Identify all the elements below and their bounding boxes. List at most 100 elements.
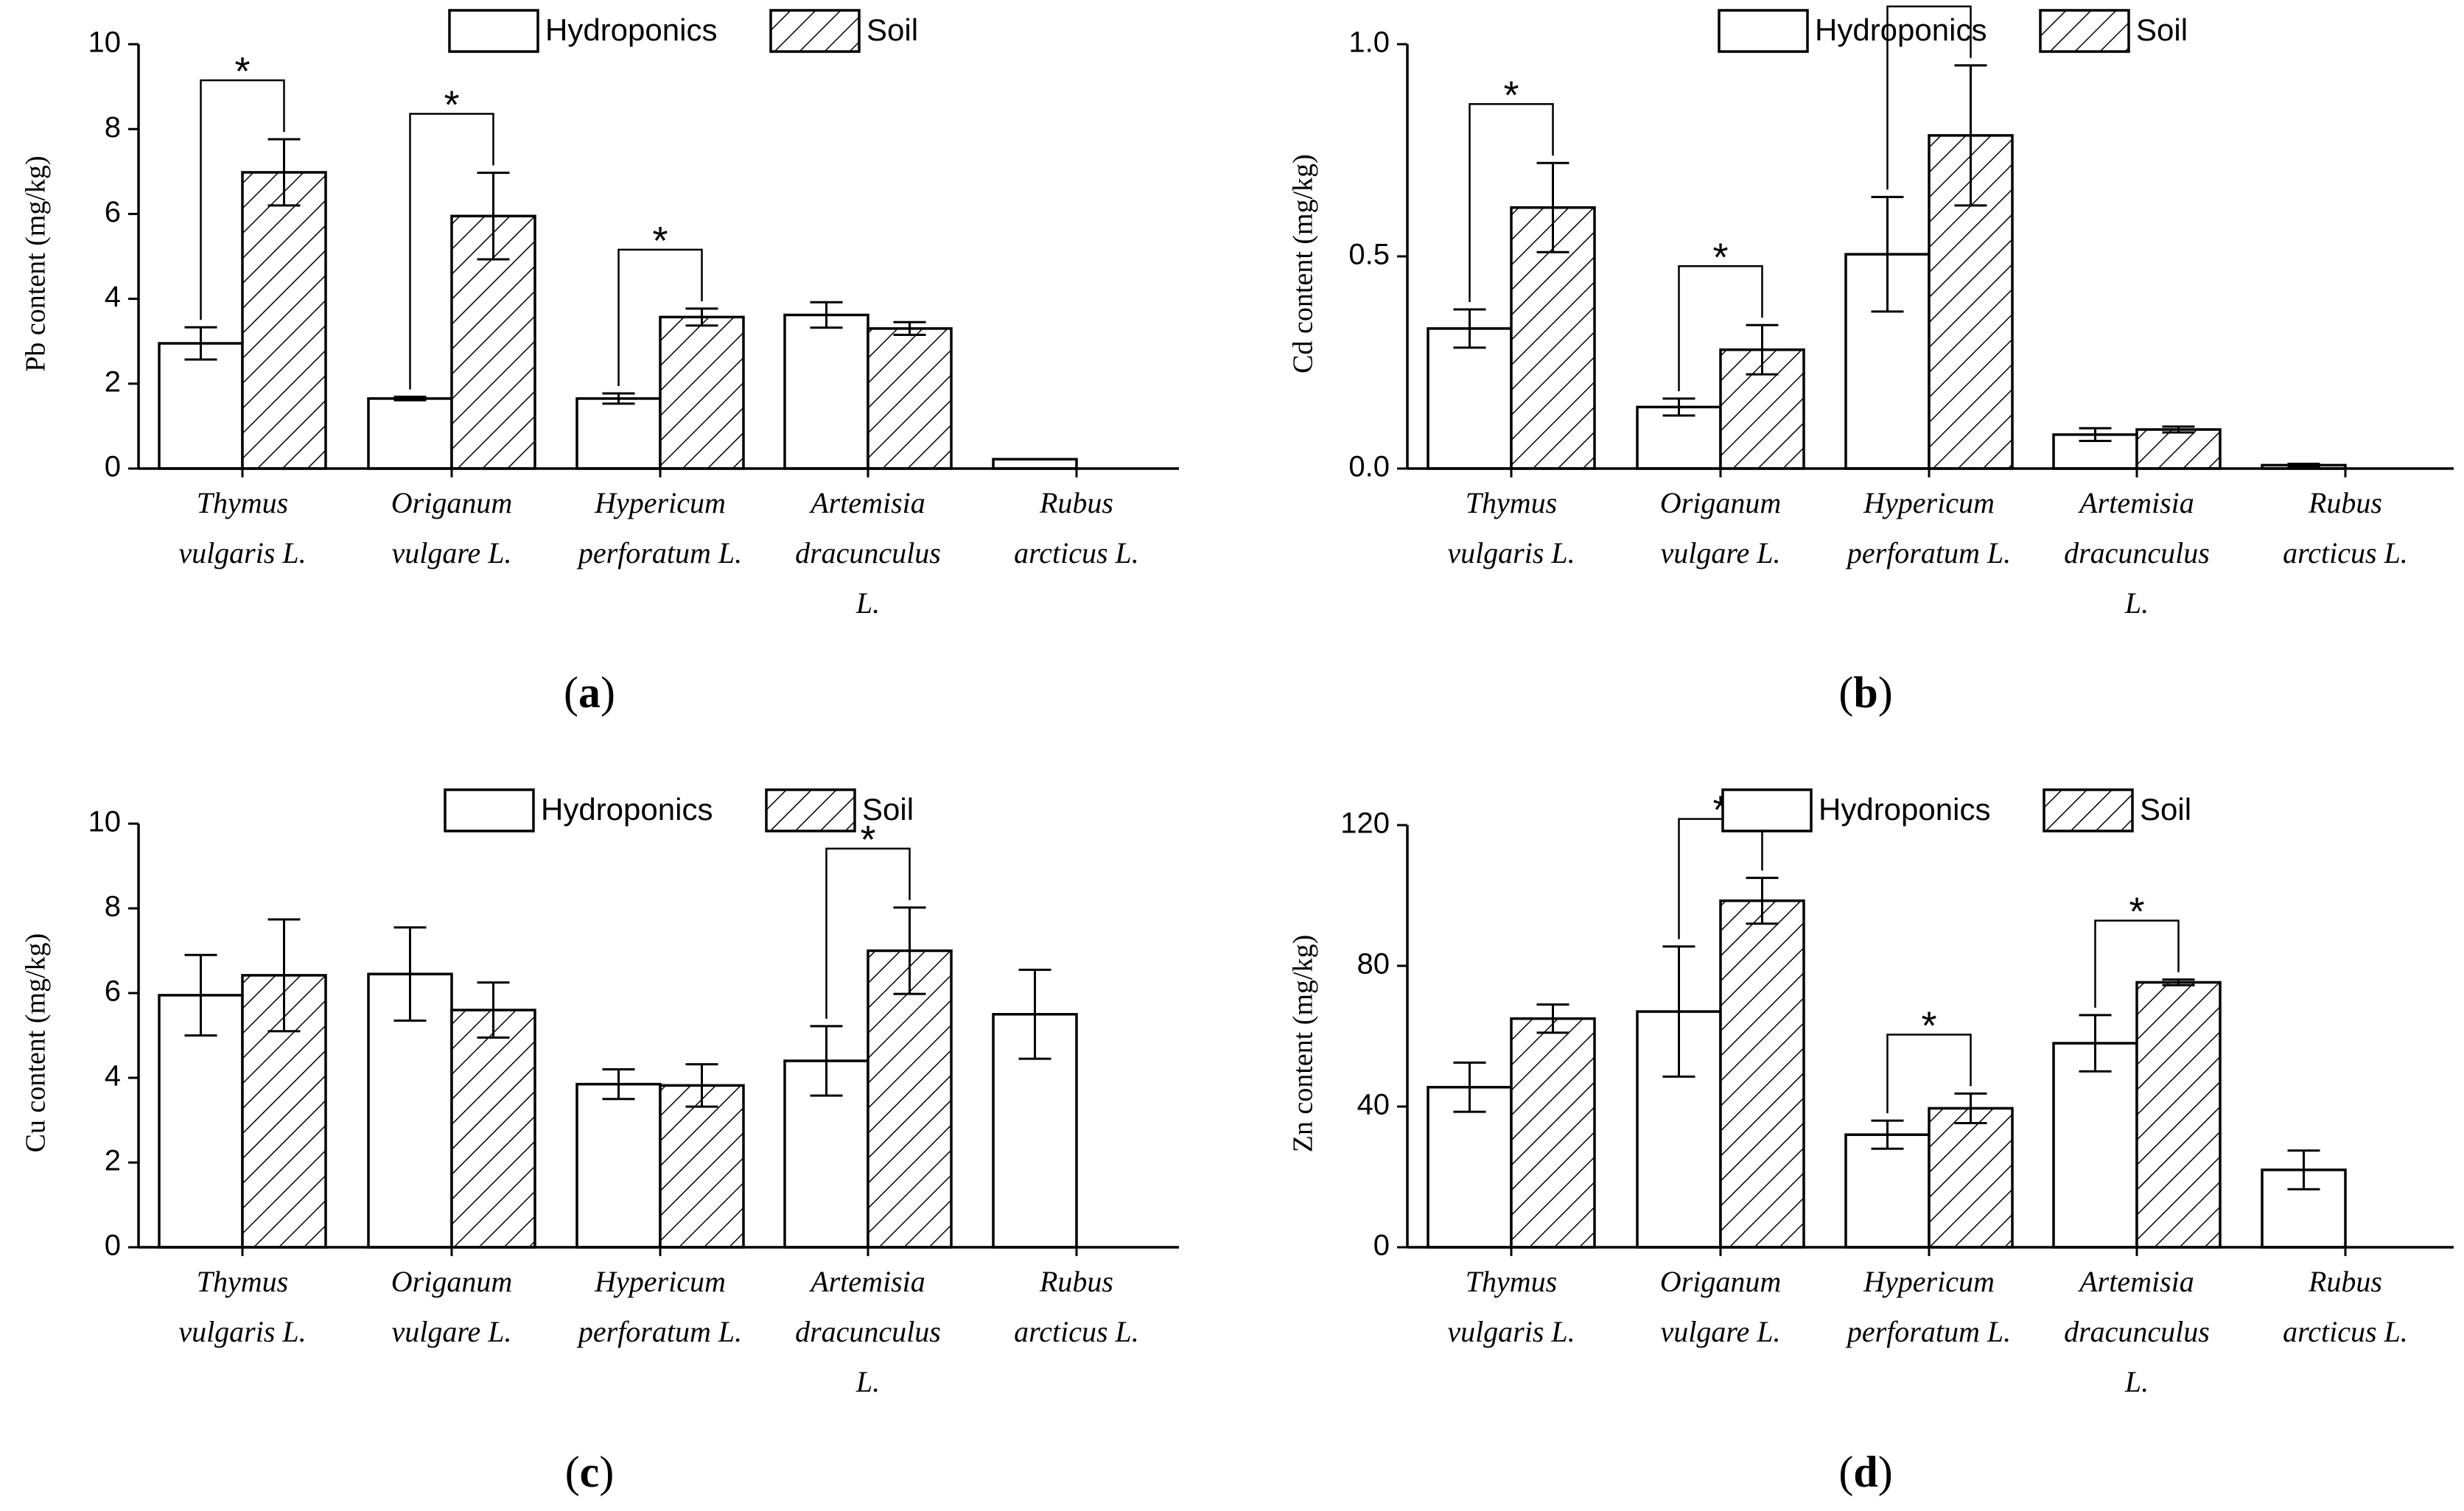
significance-bracket: [200, 79, 285, 320]
x-tick-label-line: Artemisia: [808, 1265, 925, 1298]
significance-bracket: [1886, 1034, 1972, 1114]
x-tick-label-line: Origanum: [1660, 486, 1781, 519]
bar-soil: [2135, 981, 2222, 1249]
bar-soil: [450, 1009, 536, 1249]
x-tick-label-line: Rubus: [1039, 1265, 1113, 1298]
bar-soil: [867, 949, 953, 1249]
x-tick-label-line: Rubus: [2308, 486, 2382, 519]
bar-soil: [659, 315, 745, 470]
significance-bracket: [1886, 5, 1972, 190]
panel-b: Cd content (mg/kg) 0.0 0.5 1.0 Thymus vulgari…: [1288, 0, 2454, 717]
y-tick-label: 8: [105, 891, 121, 923]
x-tick-label: Thymus vulgaris L.: [178, 1265, 306, 1348]
y-tick-label: 2: [105, 365, 121, 398]
legend-swatch-hydroponics: [1718, 9, 1809, 53]
bar-soil: [659, 1084, 745, 1249]
bar-soil: [1719, 899, 1805, 1249]
x-tick-label-line: perforatum L.: [1845, 536, 2011, 569]
x-tick-label-line: arcticus L.: [1014, 1315, 1139, 1348]
x-tick-label-line: arcticus L.: [2283, 536, 2408, 569]
x-tick-label-line: perforatum L.: [576, 1315, 742, 1348]
x-tick-label-line: Thymus: [197, 1265, 288, 1298]
y-tick-label: 0.5: [1348, 239, 1390, 271]
bar-hydroponics: [158, 342, 244, 470]
y-tick-label: 0: [105, 1230, 121, 1262]
significance-bracket: [1678, 818, 1763, 939]
bar-soil: [1928, 1107, 2014, 1249]
y-tick-label: 4: [105, 1060, 121, 1093]
x-tick-label-line: Thymus: [197, 486, 288, 519]
x-tick-label-line: vulgaris L.: [178, 1315, 306, 1348]
y-tick-label: 120: [1340, 807, 1390, 840]
panel-label-letter: a: [578, 668, 601, 717]
x-tick-label: Thymus vulgaris L.: [1447, 1265, 1575, 1348]
x-tick-label: Hypericum perforatum L.: [1845, 486, 2011, 569]
y-tick-label: 10: [88, 27, 122, 59]
significance-marker: *: [1921, 0, 1936, 20]
significance-bracket: [2094, 919, 2180, 1008]
significance-bracket: [825, 847, 911, 1019]
x-tick-label-line: vulgaris L.: [1447, 536, 1575, 569]
x-tick-label-line: dracunculus: [2064, 1315, 2210, 1348]
x-tick-label: Origanum vulgare L.: [391, 486, 512, 569]
legend-label-soil: Soil: [2140, 792, 2191, 827]
bar-hydroponics: [575, 1082, 662, 1249]
x-tick-label-line: L.: [2124, 586, 2149, 620]
x-tick-label: Artemisia dracunculus L.: [2064, 486, 2210, 620]
x-tick-label-line: Thymus: [1466, 1265, 1557, 1298]
x-tick-label-line: dracunculus: [795, 536, 941, 569]
x-tick-label-line: Hypericum: [594, 1265, 726, 1298]
panel-label-close: ): [599, 1448, 614, 1496]
significance-bracket: [409, 113, 494, 390]
x-tick-label-line: Origanum: [1660, 1265, 1781, 1298]
panel-label-close: ): [1878, 1448, 1893, 1496]
bar-soil: [1510, 1017, 1596, 1249]
bar-soil: [241, 171, 327, 470]
x-tick-label-line: L.: [2124, 1365, 2149, 1398]
panel-label-open: (: [565, 1448, 580, 1496]
x-tick-label-line: perforatum L.: [1845, 1315, 2011, 1348]
y-tick-label: 1.0: [1348, 27, 1390, 59]
x-tick-label: Artemisia dracunculus L.: [795, 486, 941, 620]
bar-hydroponics: [367, 397, 453, 470]
x-tick-label-line: vulgare L.: [392, 1315, 512, 1348]
x-tick-label-line: Origanum: [391, 486, 512, 519]
y-tick-label: 80: [1357, 948, 1390, 981]
x-tick-label: Hypericum perforatum L.: [576, 486, 742, 569]
x-tick-label: Thymus vulgaris L.: [178, 486, 306, 569]
panel-label-close: ): [601, 668, 615, 717]
panel-label: (c): [565, 1448, 615, 1496]
x-tick-label: Hypericum perforatum L.: [576, 1265, 742, 1348]
panel-label-open: (: [1838, 668, 1853, 717]
panel-label: (b): [1838, 668, 1892, 717]
x-tick-label-line: arcticus L.: [1014, 536, 1139, 569]
y-tick-label: 2: [105, 1145, 121, 1177]
y-axis-label: Cd content (mg/kg): [1288, 154, 1319, 374]
x-tick-label-line: arcticus L.: [2283, 1315, 2408, 1348]
x-tick-label-line: L.: [855, 1365, 880, 1398]
x-tick-label-line: Hypericum: [594, 486, 726, 519]
significance-bracket: [617, 248, 703, 387]
x-tick-label-line: Thymus: [1466, 486, 1557, 519]
panel-c: Cu content (mg/kg) 0 2 4 6 8 10 Thymus vulgaris …: [21, 788, 1179, 1496]
x-tick-label-line: Artemisia: [2077, 486, 2194, 519]
x-tick-label: Hypericum perforatum L.: [1845, 1265, 2011, 1348]
y-tick-label: 6: [105, 975, 121, 1008]
x-tick-label-line: Origanum: [391, 1265, 512, 1298]
bar-hydroponics: [992, 457, 1078, 470]
x-tick-label: Origanum vulgare L.: [391, 1265, 512, 1348]
x-tick-label: Artemisia dracunculus L.: [795, 1265, 941, 1398]
legend-swatch-soil: [769, 9, 861, 53]
y-tick-label: 0.0: [1348, 451, 1390, 483]
panel-label-open: (: [564, 668, 578, 717]
legend-label-hydroponics: Hydroponics: [541, 792, 713, 827]
legend-swatch-hydroponics: [444, 788, 535, 832]
legend-label-soil: Soil: [2136, 13, 2188, 47]
legend-label-hydroponics: Hydroponics: [1819, 792, 1990, 827]
x-tick-label-line: dracunculus: [795, 1315, 941, 1348]
x-tick-label-line: Rubus: [1039, 486, 1113, 519]
x-tick-label-line: vulgare L.: [1661, 536, 1781, 569]
y-tick-label: 40: [1357, 1089, 1390, 1121]
x-tick-label: Thymus vulgaris L.: [1447, 486, 1575, 569]
